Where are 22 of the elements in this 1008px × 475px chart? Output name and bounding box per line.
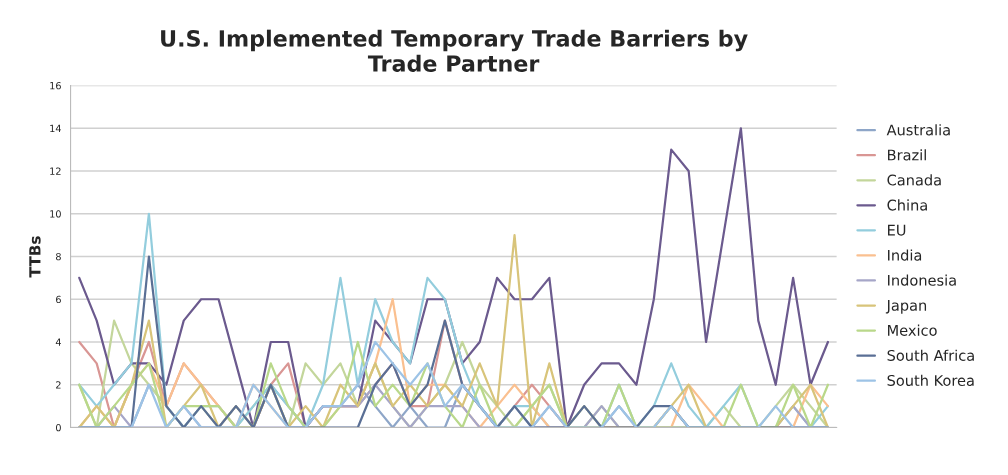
- legend-label: Canada: [887, 174, 941, 186]
- y-tick-label: 16: [50, 81, 61, 90]
- legend-label: South Korea: [887, 374, 974, 386]
- chart-title: U.S. Implemented Temporary Trade Barriers by Trade Partner: [161, 29, 748, 72]
- y-tick-label: 2: [56, 381, 61, 389]
- legend-label: Mexico: [888, 324, 937, 336]
- y-tick-label: 0: [55, 423, 61, 432]
- legend-label: Indonesia: [888, 274, 956, 286]
- y-axis-title: TTBs: [29, 236, 41, 278]
- y-tick-label: 14: [50, 124, 61, 132]
- y-tick-label: 4: [55, 338, 61, 346]
- y-tick-label: 12: [50, 167, 61, 175]
- legend-label: South Africa: [887, 349, 974, 361]
- legend-label: EU: [888, 224, 906, 236]
- legend-label: Japan: [885, 299, 927, 314]
- legend-label: Brazil: [888, 149, 926, 161]
- y-tick-label: 6: [56, 295, 61, 304]
- legend-label: India: [888, 249, 922, 261]
- legend-label: Australia: [886, 124, 950, 136]
- legend-label: China: [887, 199, 927, 211]
- y-tick-label: 10: [50, 210, 61, 218]
- y-tick-label: 8: [56, 252, 61, 261]
